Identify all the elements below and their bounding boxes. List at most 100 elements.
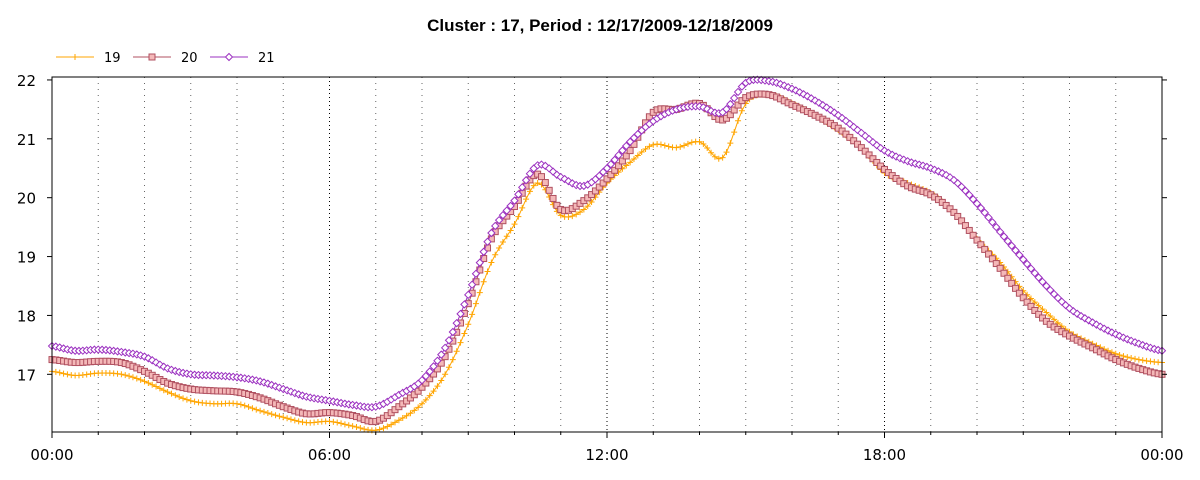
data-point bbox=[980, 208, 989, 217]
data-point bbox=[160, 387, 167, 394]
data-point bbox=[677, 143, 684, 150]
data-point bbox=[176, 393, 183, 400]
data-point bbox=[1031, 306, 1039, 314]
data-point bbox=[688, 139, 695, 146]
data-point bbox=[984, 213, 993, 222]
data-point bbox=[972, 199, 982, 208]
data-point bbox=[395, 417, 402, 424]
data-point bbox=[615, 162, 623, 170]
data-point bbox=[145, 379, 152, 386]
data-point bbox=[168, 390, 175, 397]
data-point bbox=[988, 218, 997, 227]
data-point bbox=[83, 371, 90, 378]
data-point bbox=[460, 300, 469, 309]
data-point bbox=[996, 264, 1004, 272]
data-point bbox=[864, 134, 874, 144]
data-point bbox=[625, 137, 635, 146]
data-point bbox=[588, 198, 595, 205]
data-point bbox=[626, 147, 634, 155]
data-point bbox=[484, 268, 491, 275]
data-point bbox=[876, 143, 885, 153]
data-point bbox=[622, 152, 630, 160]
y-tick-label: 19 bbox=[17, 249, 36, 267]
data-point bbox=[595, 183, 603, 191]
data-point bbox=[969, 231, 977, 239]
data-point bbox=[338, 420, 345, 427]
data-point bbox=[1019, 294, 1027, 302]
data-point bbox=[961, 222, 969, 230]
data-point bbox=[976, 203, 986, 213]
x-tick-label: 06:00 bbox=[308, 446, 351, 464]
data-point bbox=[353, 423, 360, 430]
data-point bbox=[164, 388, 171, 395]
data-point bbox=[1128, 354, 1135, 361]
data-point bbox=[968, 195, 978, 204]
data-point bbox=[985, 250, 993, 258]
data-point bbox=[1119, 333, 1128, 342]
data-point bbox=[981, 245, 989, 253]
data-point bbox=[873, 158, 881, 166]
data-point bbox=[614, 150, 623, 160]
data-point bbox=[469, 311, 476, 318]
data-point bbox=[129, 374, 136, 381]
data-point bbox=[1111, 330, 1120, 339]
data-point bbox=[276, 413, 283, 420]
data-point bbox=[118, 371, 125, 378]
data-point bbox=[722, 114, 730, 122]
data-point bbox=[341, 421, 348, 428]
data-point bbox=[426, 392, 433, 399]
x-tick-label: 00:00 bbox=[30, 446, 73, 464]
data-point bbox=[345, 422, 352, 429]
data-point bbox=[429, 362, 438, 371]
data-point bbox=[148, 53, 156, 61]
data-point bbox=[1047, 312, 1054, 319]
data-point bbox=[1049, 289, 1059, 299]
data-point bbox=[183, 396, 190, 403]
data-point bbox=[646, 143, 653, 150]
data-point bbox=[502, 206, 511, 215]
data-point bbox=[826, 105, 835, 115]
data-point bbox=[284, 415, 291, 422]
data-point bbox=[630, 156, 637, 163]
data-point bbox=[496, 245, 503, 252]
data-point bbox=[730, 106, 738, 114]
data-point bbox=[560, 174, 569, 184]
data-point bbox=[434, 383, 441, 390]
data-point bbox=[869, 155, 877, 163]
data-point bbox=[361, 426, 368, 433]
data-point bbox=[1035, 310, 1043, 318]
data-point bbox=[1107, 328, 1117, 337]
data-point bbox=[388, 421, 395, 428]
data-point bbox=[1011, 246, 1020, 255]
chart-title: Cluster : 17, Period : 12/17/2009-12/18/… bbox=[427, 16, 773, 35]
data-point bbox=[264, 410, 271, 417]
data-point bbox=[483, 237, 492, 246]
data-point bbox=[1073, 309, 1082, 318]
data-point bbox=[291, 417, 298, 424]
legend-item-21: 21 bbox=[210, 51, 275, 66]
data-point bbox=[414, 387, 422, 395]
data-point bbox=[479, 247, 488, 256]
data-point bbox=[472, 300, 479, 307]
data-point bbox=[151, 358, 161, 367]
data-point bbox=[992, 222, 1001, 232]
data-point bbox=[954, 212, 962, 220]
data-point bbox=[260, 408, 267, 415]
data-point bbox=[941, 170, 951, 180]
data-point bbox=[734, 101, 742, 109]
data-point bbox=[973, 236, 981, 244]
data-point bbox=[1012, 284, 1020, 292]
data-point bbox=[122, 372, 129, 379]
data-point bbox=[191, 398, 198, 405]
y-tick-label: 17 bbox=[17, 366, 36, 384]
data-point bbox=[245, 403, 252, 410]
data-point bbox=[584, 203, 591, 210]
data-point bbox=[545, 186, 553, 194]
data-point bbox=[1116, 351, 1123, 358]
data-point bbox=[995, 227, 1005, 237]
data-point bbox=[957, 182, 966, 192]
data-point bbox=[421, 371, 431, 381]
data-point bbox=[1124, 354, 1131, 361]
data-point bbox=[950, 208, 958, 216]
data-point bbox=[440, 343, 450, 353]
